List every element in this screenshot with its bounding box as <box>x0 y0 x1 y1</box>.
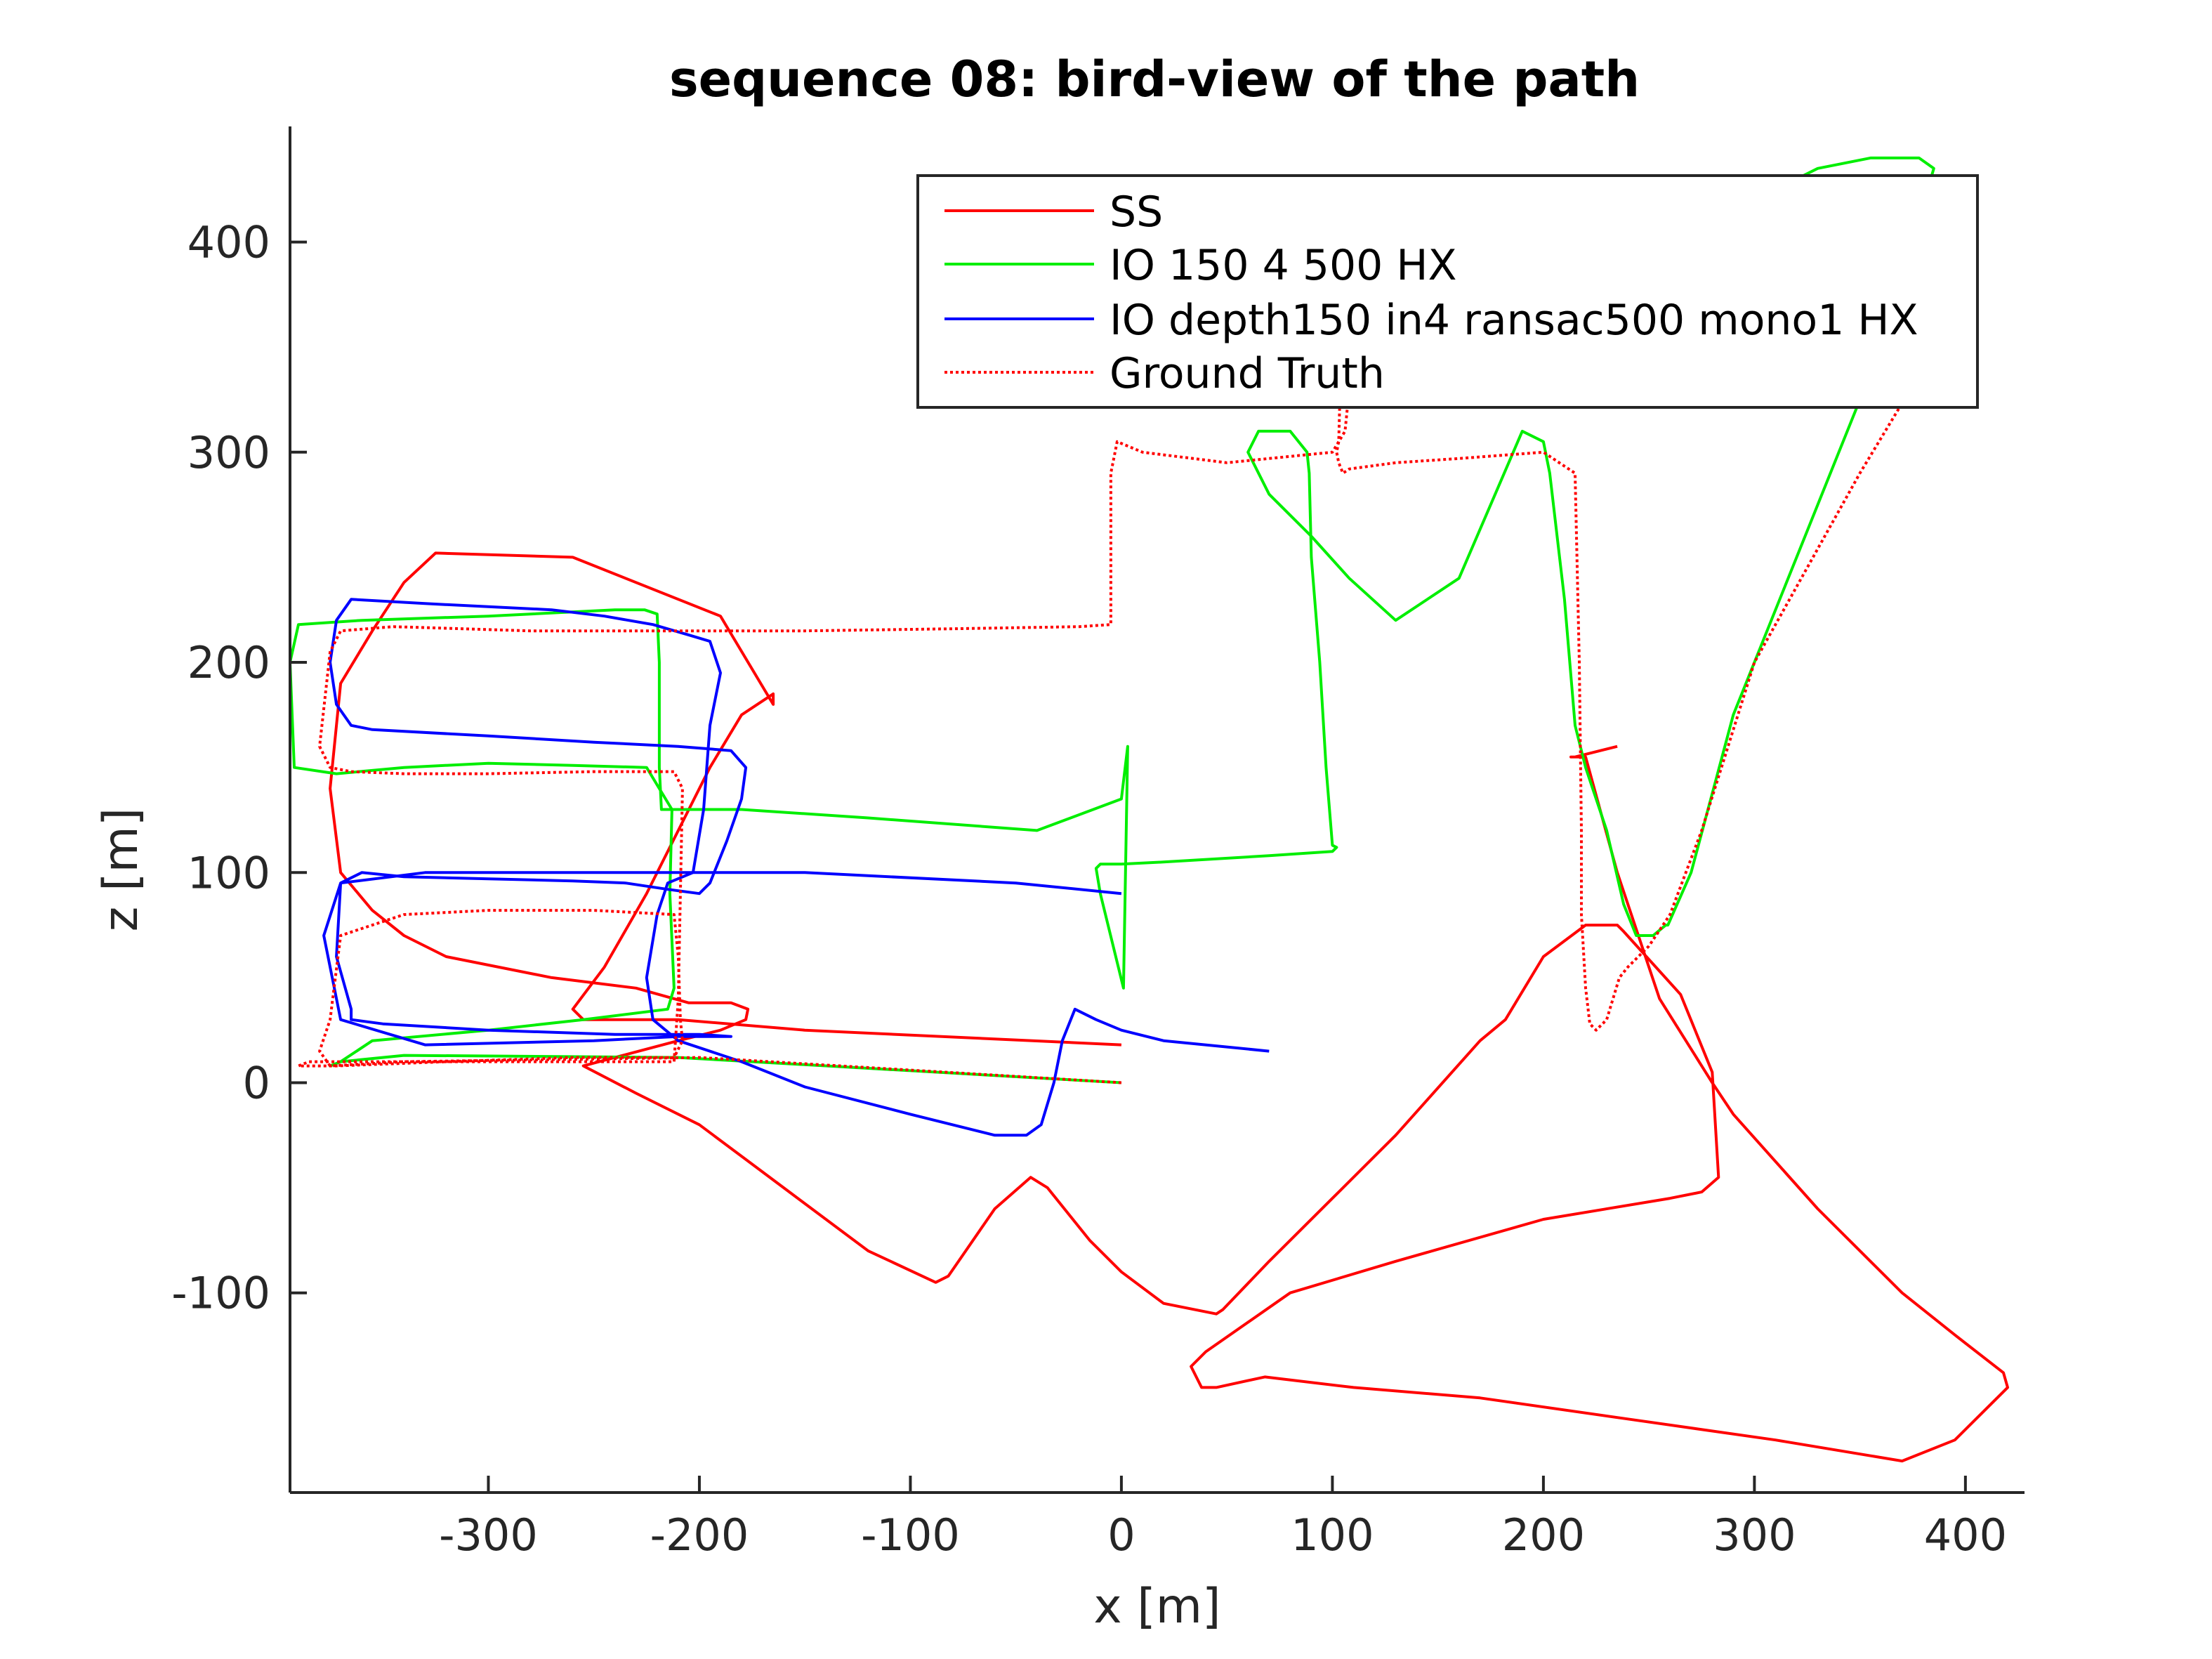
legend-box <box>916 174 1979 409</box>
x-tick-label: -100 <box>861 1509 960 1561</box>
y-tick-label: 0 <box>243 1058 270 1109</box>
x-tick-label: 300 <box>1713 1509 1796 1561</box>
y-tick-label: 400 <box>187 217 270 268</box>
legend: SS IO 150 4 500 HX IO depth150 in4 ransa… <box>916 174 1979 409</box>
series-line-ground-truth <box>297 261 1967 1084</box>
x-tick-label: 100 <box>1291 1509 1374 1561</box>
y-tick-label: 300 <box>187 427 270 478</box>
legend-label-io-150: IO 150 4 500 HX <box>1110 241 1457 290</box>
series-line-ss <box>329 551 2009 1463</box>
plot-series <box>289 156 2009 1463</box>
y-tick-label: 100 <box>187 847 270 898</box>
series-line-io-depth150-in4-ransac500-mono1-hx <box>322 598 1270 1137</box>
chart-title: sequence 08: bird-view of the path <box>669 51 1640 108</box>
y-tick-label: 200 <box>187 637 270 688</box>
x-tick-label: -200 <box>650 1509 749 1561</box>
legend-label-ss: SS <box>1110 188 1163 237</box>
x-tick-label: 0 <box>1107 1509 1135 1561</box>
x-tick-label: -300 <box>439 1509 538 1561</box>
x-tick-label: 200 <box>1502 1509 1585 1561</box>
legend-label-io-depth150: IO depth150 in4 ransac500 mono1 HX <box>1110 296 1918 345</box>
legend-label-ground-truth: Ground Truth <box>1110 349 1385 398</box>
x-axis-label: x [m] <box>1093 1579 1220 1634</box>
series-line-io-150-4-500-hx <box>289 156 1935 1084</box>
y-axis-label: z [m] <box>93 808 149 932</box>
axis-ticks: -300 -200 -100 0 100 200 300 400 -100 0 100 200 300 4… <box>171 217 2007 1561</box>
x-tick-label: 400 <box>1924 1509 2007 1561</box>
y-tick-label: -100 <box>171 1268 270 1319</box>
